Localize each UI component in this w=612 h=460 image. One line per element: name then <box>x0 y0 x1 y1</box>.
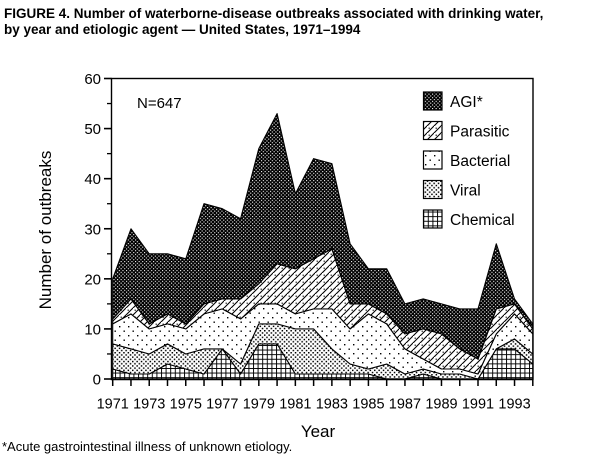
y-axis-title: Number of outbreaks <box>36 151 55 310</box>
x-axis-tick-label: 1993 <box>498 397 530 413</box>
plot-area: 0 10 20 30 40 50 60 1971 1973 1975 1977 1979 1981 198… <box>84 71 534 413</box>
x-axis-tick-label: 1989 <box>425 397 457 413</box>
y-axis-tick-label: 0 <box>93 372 101 389</box>
legend-item-agi: AGI* <box>422 91 483 111</box>
sample-size-annotation: N=647 <box>137 95 182 112</box>
x-axis-tick-label: 1979 <box>243 397 275 413</box>
legend-swatch-parasitic <box>422 120 443 141</box>
legend-item-viral: Viral <box>422 179 481 200</box>
x-axis-title: Year <box>301 422 336 441</box>
y-axis-tick-label: 50 <box>84 121 101 138</box>
x-axis-tick-label: 1977 <box>206 397 238 413</box>
figure-footnote: *Acute gastrointestinal illness of unkno… <box>2 439 293 454</box>
x-axis-tick-label: 1975 <box>170 397 202 413</box>
x-axis-tick-label: 1987 <box>389 397 421 413</box>
x-axis-tick-label: 1981 <box>279 397 311 413</box>
x-axis-tick-label: 1971 <box>97 397 129 413</box>
figure-title-line2: by year and etiologic agent — United Sta… <box>4 22 361 37</box>
figure-title-line1: FIGURE 4. Number of waterborne-disease o… <box>4 6 544 21</box>
legend: AGI* Parasitic Bacterial Viral Chemical <box>422 91 515 229</box>
legend-label-viral: Viral <box>450 183 481 200</box>
figure-title: FIGURE 4. Number of waterborne-disease o… <box>4 6 610 38</box>
legend-item-parasitic: Parasitic <box>422 120 510 141</box>
y-axis-tick-label: 10 <box>84 321 101 338</box>
x-axis-tick-label: 1985 <box>352 397 384 413</box>
x-axis-tick-label: 1973 <box>133 397 165 413</box>
legend-swatch-agi <box>422 91 443 111</box>
legend-label-parasitic: Parasitic <box>450 124 510 141</box>
x-axis-tick-label: 1983 <box>316 397 348 413</box>
y-axis-tick-label: 20 <box>84 271 101 288</box>
legend-swatch-chemical <box>422 209 443 229</box>
legend-label-bacterial: Bacterial <box>450 153 510 170</box>
legend-item-bacterial: Bacterial <box>422 150 510 170</box>
y-axis-tick-label: 60 <box>84 71 101 88</box>
x-axis-tick-label: 1991 <box>462 397 494 413</box>
legend-label-agi: AGI* <box>450 94 483 111</box>
y-axis-tick-label: 30 <box>84 221 101 238</box>
legend-swatch-bacterial <box>422 150 443 170</box>
y-axis-tick-label: 40 <box>84 171 101 188</box>
legend-label-chemical: Chemical <box>450 212 515 229</box>
legend-swatch-viral <box>422 179 443 200</box>
legend-item-chemical: Chemical <box>422 209 515 229</box>
